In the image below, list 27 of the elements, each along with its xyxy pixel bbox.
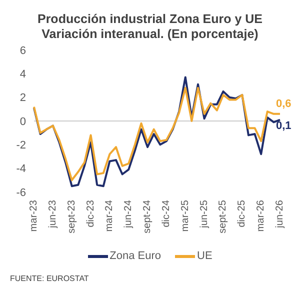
x-tick-label: mar-23	[28, 200, 40, 232]
y-tick-label: 2	[20, 92, 26, 104]
x-tick-label: sept-25	[218, 200, 229, 234]
x-tick-label: mar-25	[180, 200, 191, 232]
x-tick-label: mar-26	[256, 200, 267, 232]
y-tick-label: -6	[16, 186, 26, 199]
x-tick-label: jun-24	[123, 200, 134, 229]
source-note: FUENTE: EUROSTAT	[10, 274, 90, 283]
y-tick-label: 6	[20, 44, 26, 57]
x-tick-label: dic-24	[160, 200, 172, 228]
x-tick-label: dic-23	[85, 200, 96, 228]
x-tick-label: sept-24	[142, 200, 154, 234]
annotation: 0,1	[276, 120, 292, 132]
y-tick-label: -2	[16, 140, 26, 152]
legend-label: UE	[196, 250, 212, 262]
y-tick-label: -4	[16, 163, 26, 176]
y-tick-label: 0	[20, 116, 26, 128]
chart-title: Producción industrial Zona Euro y UE Variación interanual. (En porcentaje)	[36, 12, 264, 42]
x-tick-label: sept-23	[66, 200, 78, 234]
y-tick-label: 4	[20, 68, 26, 81]
x-tick-label: dic-25	[236, 200, 248, 228]
annotation: 0,6	[276, 98, 292, 110]
x-tick-label: jun-25	[198, 200, 210, 229]
x-tick-label: jun-23	[47, 200, 58, 229]
x-tick-label: jun-26	[274, 200, 286, 229]
legend-label: Zona Euro	[108, 250, 162, 262]
x-tick-label: mar-24	[104, 200, 116, 232]
